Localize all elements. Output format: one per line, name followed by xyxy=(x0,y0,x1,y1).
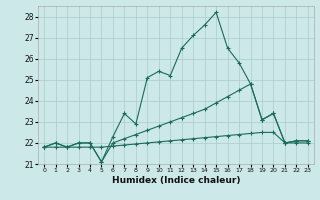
X-axis label: Humidex (Indice chaleur): Humidex (Indice chaleur) xyxy=(112,176,240,185)
